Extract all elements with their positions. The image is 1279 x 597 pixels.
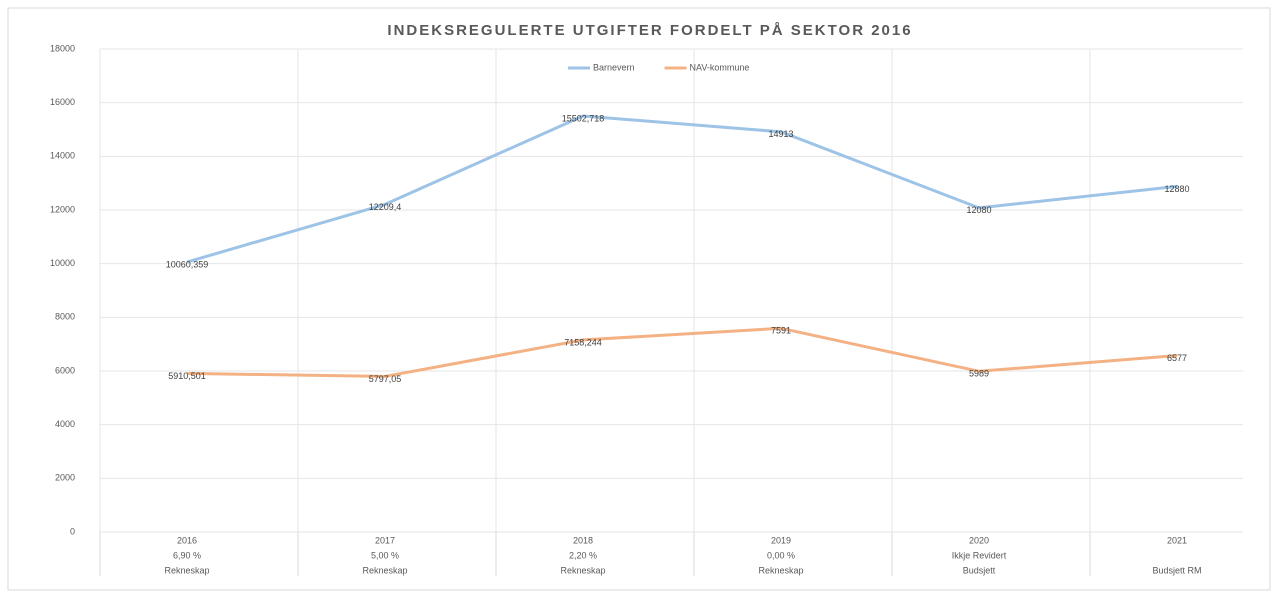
data-label: 14913	[768, 129, 793, 139]
x-tick-label: Rekneskap	[164, 565, 209, 575]
y-tick-label: 10000	[50, 258, 75, 268]
x-tick-label: 2021	[1167, 535, 1187, 545]
x-tick-label: Rekneskap	[362, 565, 407, 575]
data-label: 5797,05	[369, 374, 402, 384]
data-label: 5910,501	[168, 371, 206, 381]
y-tick-label: 18000	[50, 43, 75, 53]
x-tick-label: 0,00 %	[767, 550, 795, 560]
data-label: 5989	[969, 369, 989, 379]
y-tick-label: 4000	[55, 419, 75, 429]
data-label: 12880	[1164, 184, 1189, 194]
x-tick-label: 2020	[969, 535, 989, 545]
y-tick-label: 6000	[55, 365, 75, 375]
legend-label: Barnevern	[593, 62, 635, 72]
data-label: 10060,359	[166, 259, 209, 269]
data-label: 7158,244	[564, 337, 602, 347]
chart-border	[7, 7, 1271, 591]
x-tick-label: 2017	[375, 535, 395, 545]
x-tick-label: Ikkje Revidert	[952, 550, 1007, 560]
data-label: 6577	[1167, 353, 1187, 363]
data-label: 15502,718	[562, 113, 605, 123]
legend-label: NAV-kommune	[690, 62, 750, 72]
y-tick-label: 8000	[55, 312, 75, 322]
y-tick-label: 16000	[50, 97, 75, 107]
x-tick-label: Rekneskap	[560, 565, 605, 575]
x-tick-label: Budsjett RM	[1152, 565, 1201, 575]
data-label: 12209,4	[369, 202, 402, 212]
series-line	[186, 326, 1178, 378]
y-tick-label: 14000	[50, 151, 75, 161]
x-tick-label: 2016	[177, 535, 197, 545]
y-tick-label: 12000	[50, 204, 75, 214]
data-label: 7591	[771, 326, 791, 336]
x-tick-label: 2,20 %	[569, 550, 597, 560]
x-tick-label: 5,00 %	[371, 550, 399, 560]
x-tick-label: 6,90 %	[173, 550, 201, 560]
chart-title: INDEKSREGULERTE UTGIFTER FORDELT PÅ SEKT…	[387, 22, 912, 39]
x-tick-label: Rekneskap	[758, 565, 803, 575]
data-label: 12080	[966, 205, 991, 215]
y-tick-label: 2000	[55, 473, 75, 483]
series-line	[186, 114, 1178, 264]
x-tick-label: Budsjett	[963, 565, 996, 575]
y-tick-label: 0	[70, 526, 75, 536]
x-tick-label: 2019	[771, 535, 791, 545]
x-tick-label: 2018	[573, 535, 593, 545]
